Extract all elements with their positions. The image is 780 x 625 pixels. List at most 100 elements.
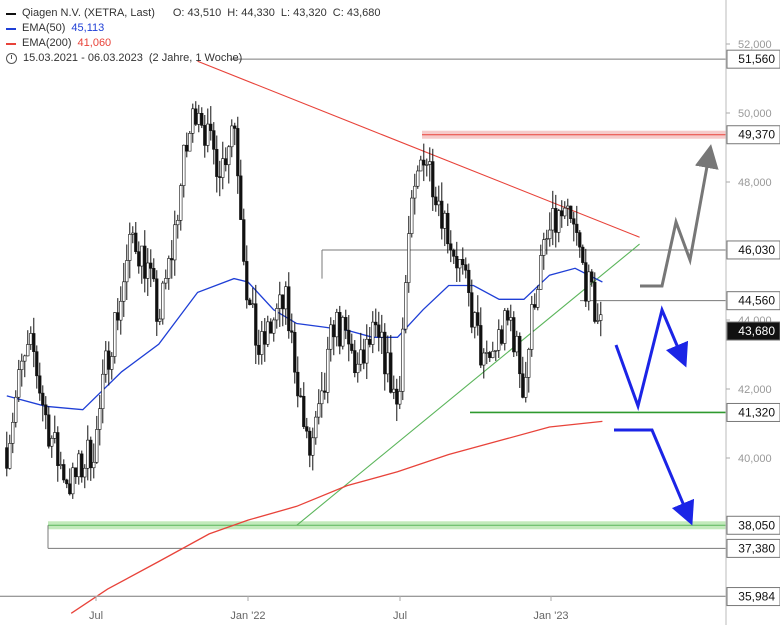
level-label-box	[726, 538, 780, 558]
price-bar-body	[140, 245, 144, 267]
price-bar-body	[368, 338, 372, 345]
price-bar-body	[98, 408, 102, 430]
price-bar-body	[248, 299, 252, 305]
price-bar-body	[566, 205, 570, 209]
price-bar-body	[191, 108, 195, 134]
price-bar-body	[428, 161, 432, 165]
price-bar-body	[161, 282, 165, 320]
price-bar-body	[8, 443, 12, 469]
price-bar-body	[572, 218, 576, 225]
price-bar-body	[284, 286, 288, 310]
level-label-text: 43,680	[738, 324, 775, 338]
price-bar-body	[329, 324, 333, 350]
y-tick-label: 52,000	[738, 39, 772, 51]
uptrend-trendline	[296, 243, 640, 526]
price-bar-body	[257, 344, 261, 355]
price-bar-body	[59, 464, 63, 466]
price-bar-body	[41, 392, 45, 406]
price-bar-body	[260, 331, 264, 355]
price-bar-body	[251, 303, 255, 306]
price-bar-body	[53, 432, 57, 439]
price-bar-body	[305, 426, 309, 432]
ema-line	[70, 420, 603, 614]
price-bar-body	[182, 144, 186, 186]
price-bar-body	[227, 146, 231, 166]
price-bar-body	[233, 125, 237, 129]
price-bar-body	[71, 467, 75, 495]
price-bar-body	[242, 219, 246, 262]
price-bar-body	[95, 429, 99, 463]
price-bar-body	[518, 335, 522, 375]
ema200-label: EMA(200)	[22, 37, 72, 49]
level-label-box	[726, 402, 780, 422]
price-bar-body	[443, 212, 447, 229]
price-bar-body	[326, 348, 330, 393]
price-bar-body	[458, 259, 462, 269]
price-bar-body	[374, 321, 378, 326]
price-bar-body	[299, 395, 303, 398]
price-bar-body	[389, 352, 393, 393]
price-bar-body	[482, 352, 486, 366]
price-bar-body	[32, 333, 36, 352]
price-bar-body	[50, 438, 54, 447]
price-bar-body	[410, 197, 414, 234]
price-bar-body	[5, 447, 9, 469]
price-bar-body	[92, 461, 96, 469]
price-bar-body	[44, 404, 48, 416]
price-bar-body	[545, 238, 549, 241]
price-bar-body	[62, 464, 66, 481]
price-bar-body	[560, 210, 564, 217]
price-bar-body	[128, 234, 132, 261]
price-bar-body	[65, 479, 69, 485]
price-bar-body	[47, 414, 51, 447]
level-label: 43,680	[726, 321, 780, 341]
price-bar-body	[230, 125, 234, 148]
price-bar-body	[383, 331, 387, 375]
price-bar-body	[209, 123, 213, 131]
legend-title-row: Qiagen N.V. (XETRA, Last) O: 43,510 H: 4…	[6, 6, 380, 21]
price-bar-body	[176, 220, 180, 226]
ohlc-close: C: 43,680	[332, 7, 381, 19]
price-bar-body	[320, 390, 324, 405]
price-bar-body	[203, 125, 207, 146]
ohlc-low: L: 43,320	[280, 7, 327, 19]
bearish-extended-arrow	[614, 428, 695, 526]
period-span: (2 Jahre, 1 Woche)	[148, 52, 243, 64]
price-bar-body	[488, 352, 492, 358]
price-bar-body	[581, 246, 585, 263]
price-bar-body	[188, 133, 192, 152]
level-label-text: 41,320	[738, 405, 775, 419]
price-bar-body	[164, 278, 168, 284]
price-bar-body	[404, 282, 408, 330]
price-bar-body	[539, 255, 543, 290]
ema50-value: 45,113	[71, 22, 105, 34]
price-bar-body	[323, 390, 327, 393]
price-bar-body	[449, 243, 453, 251]
price-bar-body	[467, 269, 471, 293]
level-label-box	[726, 49, 780, 69]
price-bar-body	[239, 175, 243, 220]
price-bar-body	[104, 350, 108, 375]
price-bar-body	[17, 369, 21, 398]
price-bar-body	[521, 373, 525, 398]
period-range: 15.03.2021 - 06.03.2023	[23, 52, 143, 64]
price-bar-body	[341, 317, 345, 347]
price-bar-body	[116, 312, 120, 321]
x-tick-label: Jul	[89, 610, 103, 622]
price-bar-body	[179, 185, 183, 221]
price-bar-body	[416, 170, 420, 187]
level-label-text: 51,560	[738, 52, 775, 66]
price-bar-body	[356, 363, 360, 374]
ohlc-open: O: 43,510	[172, 7, 222, 19]
price-bar-body	[401, 328, 405, 392]
price-bar-body	[593, 281, 597, 322]
price-bar-body	[317, 403, 321, 418]
price-series	[5, 101, 603, 499]
price-bar-body	[575, 223, 579, 233]
legend-ema50-row: EMA(50) 45,113	[6, 21, 380, 36]
price-bar-body	[434, 196, 438, 206]
price-bar-body	[395, 388, 399, 405]
price-bar-body	[500, 329, 504, 344]
level-label-box	[726, 515, 780, 535]
